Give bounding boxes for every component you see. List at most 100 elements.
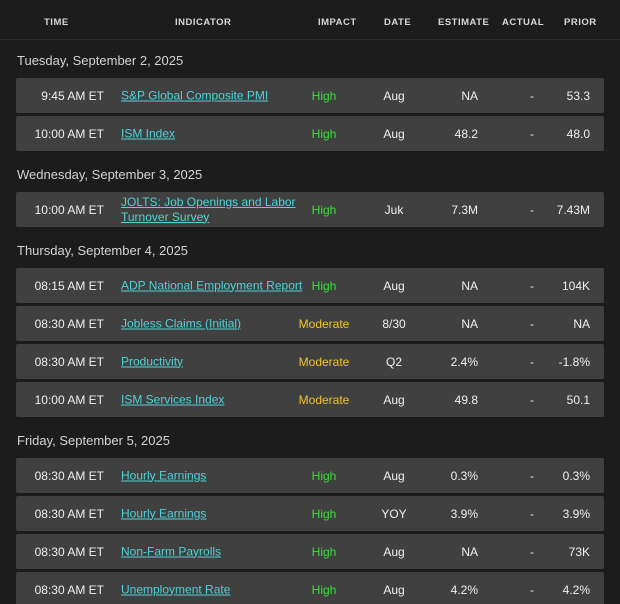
indicator-link[interactable]: Productivity bbox=[121, 354, 184, 368]
row-time: 9:45 AM ET bbox=[41, 88, 104, 103]
table-row: 10:00 AM ET ISM Services Index Moderate Aug… bbox=[16, 382, 604, 417]
calendar-body: Tuesday, September 2, 2025 9:45 AM ET S&P … bbox=[0, 40, 620, 604]
row-prior: 3.9% bbox=[562, 506, 590, 521]
row-actual: - bbox=[530, 582, 534, 597]
date-value: Aug bbox=[383, 544, 405, 559]
row-time: 08:30 AM ET bbox=[34, 582, 104, 597]
indicator-link[interactable]: ADP National Employment Report bbox=[121, 278, 303, 292]
row-actual: - bbox=[530, 544, 534, 559]
row-prior: 53.3 bbox=[566, 88, 590, 103]
row-time: 08:30 AM ET bbox=[34, 316, 104, 331]
header-estimate: ESTIMATE bbox=[438, 17, 490, 28]
table-row: 10:00 AM ET ISM Index High Aug 48.2 - 48.0 bbox=[16, 116, 604, 151]
indicator-link[interactable]: Non-Farm Payrolls bbox=[121, 544, 222, 558]
row-actual: - bbox=[530, 126, 534, 141]
row-time: 08:30 AM ET bbox=[34, 506, 104, 521]
date-value: Q2 bbox=[385, 354, 403, 369]
row-estimate: 0.3% bbox=[450, 468, 478, 483]
date-value: Aug bbox=[383, 468, 405, 483]
indicator-link[interactable]: ISM Index bbox=[121, 126, 176, 140]
impact-badge: High bbox=[311, 278, 337, 293]
date-value: Juk bbox=[384, 202, 404, 217]
row-actual: - bbox=[530, 202, 534, 217]
row-prior: 48.0 bbox=[566, 126, 590, 141]
indicator-link[interactable]: Unemployment Rate bbox=[121, 582, 231, 596]
impact-badge: High bbox=[311, 88, 337, 103]
row-estimate: 2.4% bbox=[450, 354, 478, 369]
header-prior: PRIOR bbox=[564, 17, 597, 28]
row-prior: 0.3% bbox=[562, 468, 590, 483]
date-value: Aug bbox=[383, 582, 405, 597]
day-heading: Tuesday, September 2, 2025 bbox=[17, 53, 184, 68]
table-row: 08:15 AM ET ADP National Employment Repor… bbox=[16, 268, 604, 303]
indicator-link[interactable]: S&P Global Composite PMI bbox=[121, 88, 269, 102]
date-value: Aug bbox=[383, 88, 405, 103]
row-indicator: Productivity bbox=[121, 354, 306, 369]
row-actual: - bbox=[530, 354, 534, 369]
row-estimate: 49.8 bbox=[454, 392, 478, 407]
row-time: 08:30 AM ET bbox=[34, 544, 104, 559]
header-impact: IMPACT bbox=[318, 17, 357, 28]
row-time: 08:30 AM ET bbox=[34, 468, 104, 483]
impact-badge: Moderate bbox=[298, 354, 350, 369]
row-time: 10:00 AM ET bbox=[34, 392, 104, 407]
date-value: Aug bbox=[383, 126, 405, 141]
row-prior: 104K bbox=[561, 278, 590, 293]
row-indicator: Hourly Earnings bbox=[121, 468, 306, 483]
row-actual: - bbox=[530, 88, 534, 103]
day-heading: Wednesday, September 3, 2025 bbox=[17, 167, 203, 182]
row-prior: -1.8% bbox=[558, 354, 590, 369]
row-indicator: Hourly Earnings bbox=[121, 506, 306, 521]
row-indicator: S&P Global Composite PMI bbox=[121, 88, 306, 103]
row-estimate: 3.9% bbox=[450, 506, 478, 521]
table-row: 08:30 AM ET Unemployment Rate High Aug 4.2% -… bbox=[16, 572, 604, 604]
row-time: 08:15 AM ET bbox=[34, 278, 104, 293]
day-heading: Thursday, September 4, 2025 bbox=[17, 243, 189, 258]
row-indicator: ISM Services Index bbox=[121, 392, 306, 407]
table-row: 08:30 AM ET Hourly Earnings High Aug 0.3% - 0.… bbox=[16, 458, 604, 493]
impact-badge: High bbox=[311, 202, 337, 217]
row-indicator: Unemployment Rate bbox=[121, 582, 306, 597]
date-value: Aug bbox=[383, 278, 405, 293]
row-prior: NA bbox=[573, 316, 590, 331]
date-value: 8/30 bbox=[382, 316, 406, 331]
header-time: TIME bbox=[44, 17, 69, 28]
indicator-link[interactable]: Hourly Earnings bbox=[121, 468, 207, 482]
row-actual: - bbox=[530, 506, 534, 521]
table-row: 9:45 AM ET S&P Global Composite PMI High Au… bbox=[16, 78, 604, 113]
impact-badge: High bbox=[311, 506, 337, 521]
row-indicator: Non-Farm Payrolls bbox=[121, 544, 306, 559]
row-indicator: JOLTS: Job Openings and Labor Turnover S… bbox=[121, 195, 306, 225]
indicator-link[interactable]: JOLTS: Job Openings and Labor Turnover S… bbox=[121, 194, 296, 224]
row-time: 10:00 AM ET bbox=[34, 202, 104, 217]
impact-badge: Moderate bbox=[298, 316, 350, 331]
row-estimate: NA bbox=[461, 278, 478, 293]
row-estimate: 4.2% bbox=[450, 582, 478, 597]
row-prior: 50.1 bbox=[566, 392, 590, 407]
date-value: YOY bbox=[381, 506, 407, 521]
table-row: 08:30 AM ET Hourly Earnings High YOY 3.9% - 3.… bbox=[16, 496, 604, 531]
impact-badge: High bbox=[311, 126, 337, 141]
row-time: 10:00 AM ET bbox=[34, 126, 104, 141]
impact-badge: High bbox=[311, 468, 337, 483]
row-indicator: ADP National Employment Report bbox=[121, 278, 306, 293]
table-row: 10:00 AM ET JOLTS: Job Openings and Labor… bbox=[16, 192, 604, 227]
row-actual: - bbox=[530, 392, 534, 407]
row-estimate: NA bbox=[461, 544, 478, 559]
row-estimate: NA bbox=[461, 88, 478, 103]
header-indicator: INDICATOR bbox=[175, 17, 232, 28]
header-date: DATE bbox=[384, 17, 412, 28]
row-indicator: ISM Index bbox=[121, 126, 306, 141]
row-estimate: 48.2 bbox=[454, 126, 478, 141]
indicator-link[interactable]: Hourly Earnings bbox=[121, 506, 207, 520]
indicator-link[interactable]: ISM Services Index bbox=[121, 392, 225, 406]
date-value: Aug bbox=[383, 392, 405, 407]
row-actual: - bbox=[530, 278, 534, 293]
table-row: 08:30 AM ET Jobless Claims (Initial) Moder… bbox=[16, 306, 604, 341]
impact-badge: Moderate bbox=[298, 392, 350, 407]
row-prior: 4.2% bbox=[562, 582, 590, 597]
table-header: TIME INDICATOR IMPACT DATE ESTIMATE ACTU… bbox=[0, 0, 620, 40]
indicator-link[interactable]: Jobless Claims (Initial) bbox=[121, 316, 242, 330]
day-heading: Friday, September 5, 2025 bbox=[17, 433, 170, 448]
table-row: 08:30 AM ET Non-Farm Payrolls High Aug NA - 73… bbox=[16, 534, 604, 569]
